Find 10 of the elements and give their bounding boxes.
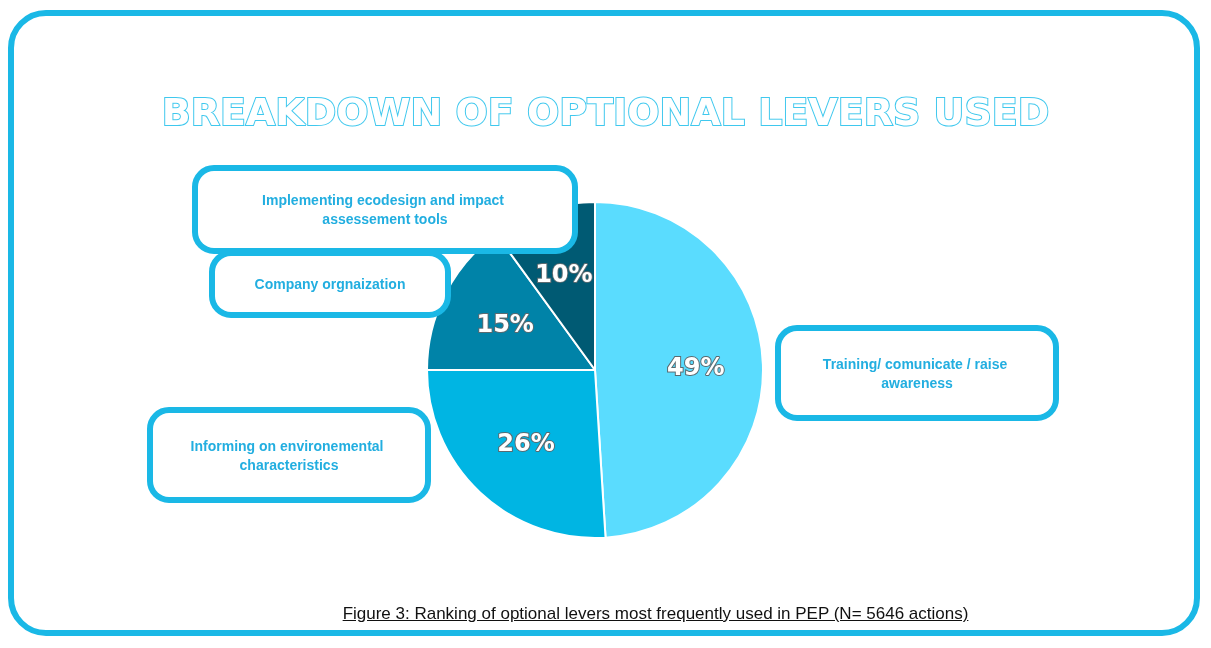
slice-label: Implementing ecodesign and impact assessement tools xyxy=(262,192,508,227)
slice-label: Informing on environemental characteristics xyxy=(190,437,388,473)
chart-title: BREAKDOWN OF OPTIONAL LEVERS USED xyxy=(161,90,1050,134)
caption: Figure 3: Ranking of optional levers most frequently used in PEP (N= 5646 actions) xyxy=(341,604,970,624)
data-label: 26% xyxy=(497,429,555,458)
slice-label: Training/ comunicate / raise awareness xyxy=(822,355,1012,391)
data-label: 49% xyxy=(667,352,725,381)
data-label: 10% xyxy=(535,260,593,289)
slice-label: Company orgnaization xyxy=(254,276,406,292)
data-label: 15% xyxy=(476,310,534,339)
